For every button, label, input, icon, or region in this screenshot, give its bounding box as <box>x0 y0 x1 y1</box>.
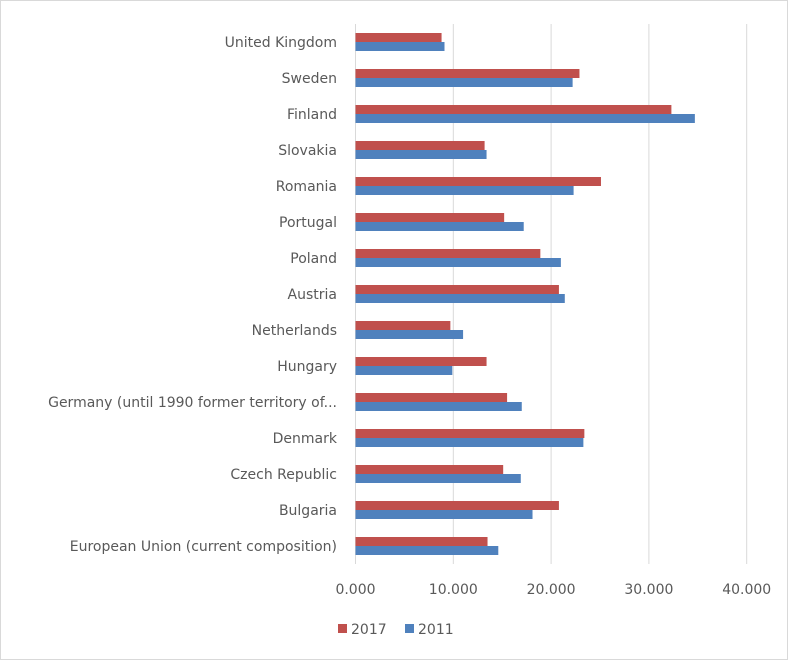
category-label: Romania <box>276 179 337 195</box>
bar-2011 <box>355 510 533 519</box>
legend-swatch-2011 <box>405 624 414 633</box>
bar-2017 <box>355 33 442 42</box>
bar-2017 <box>355 249 541 258</box>
category-label: Netherlands <box>252 323 337 339</box>
category-label: Denmark <box>273 431 338 447</box>
bar-2017 <box>355 429 585 438</box>
bar-2011 <box>355 294 565 303</box>
bar-2011 <box>355 546 499 555</box>
legend-swatch-2017 <box>338 624 347 633</box>
legend-label: 2017 <box>351 622 387 638</box>
x-tick-label: 10.000 <box>429 582 478 598</box>
bar-2017 <box>355 285 559 294</box>
category-label: Hungary <box>277 359 337 375</box>
category-label: Czech Republic <box>230 467 337 483</box>
category-label: Austria <box>288 287 337 303</box>
bar-2011 <box>355 42 445 51</box>
bar-2017 <box>355 357 487 366</box>
x-tick-label: 20.000 <box>527 582 576 598</box>
category-label: Germany (until 1990 former territory of.… <box>48 395 337 411</box>
category-label: Portugal <box>279 215 337 231</box>
x-tick-label: 0.000 <box>335 582 375 598</box>
bar-2017 <box>355 177 601 186</box>
bar-2017 <box>355 213 505 222</box>
bar-2011 <box>355 222 524 231</box>
category-label: Bulgaria <box>279 503 337 519</box>
legend-label: 2011 <box>418 622 454 638</box>
category-label: European Union (current composition) <box>70 539 337 555</box>
category-label: United Kingdom <box>225 35 337 51</box>
category-label: Poland <box>290 251 337 267</box>
x-tick-label: 30.000 <box>624 582 673 598</box>
bar-2011 <box>355 114 695 123</box>
bar-2017 <box>355 69 580 78</box>
bar-2011 <box>355 78 573 87</box>
bar-2011 <box>355 366 453 375</box>
bar-2017 <box>355 393 508 402</box>
bar-2017 <box>355 537 488 546</box>
category-label: Finland <box>287 107 337 123</box>
bar-2017 <box>355 501 559 510</box>
bar-2011 <box>355 330 464 339</box>
bar-2017 <box>355 141 485 150</box>
bar-2011 <box>355 186 574 195</box>
category-label: Slovakia <box>278 143 337 159</box>
category-label: Sweden <box>282 71 337 87</box>
bar-2017 <box>355 465 504 474</box>
bar-2011 <box>355 258 561 267</box>
bar-2017 <box>355 321 451 330</box>
bar-2011 <box>355 402 522 411</box>
x-tick-label: 40.000 <box>722 582 771 598</box>
bar-2011 <box>355 438 584 447</box>
bar-2011 <box>355 474 521 483</box>
bar-2011 <box>355 150 487 159</box>
bar-2017 <box>355 105 672 114</box>
